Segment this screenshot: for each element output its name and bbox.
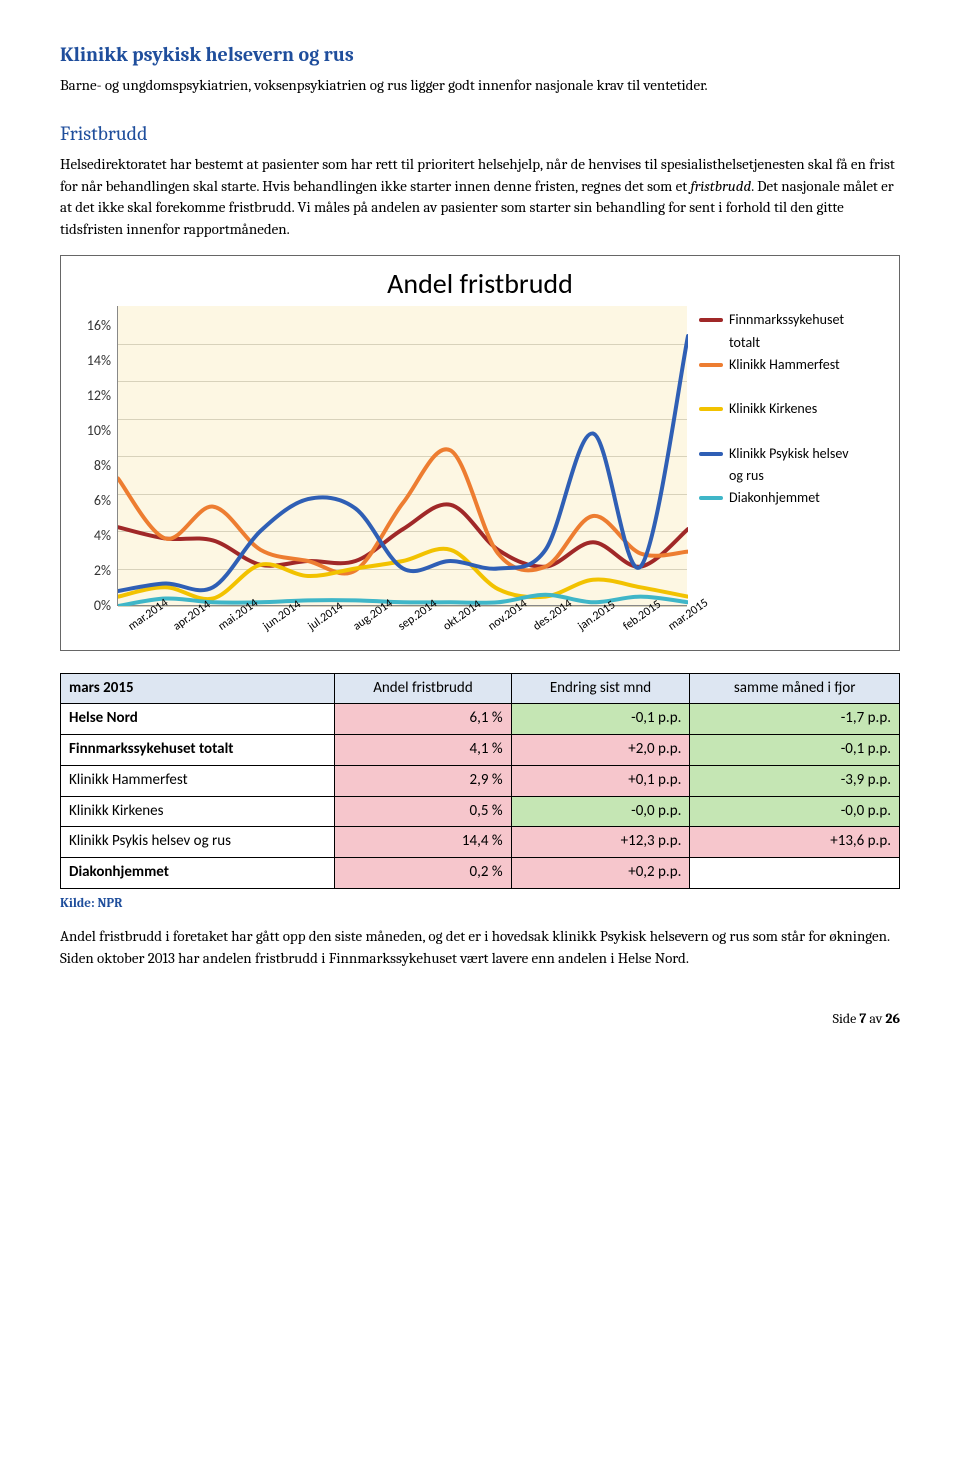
- chart-svg: [118, 306, 688, 606]
- legend-item: Klinikk Psykisk helsev: [699, 444, 867, 464]
- table-cell-label: Klinikk Psykis helsev og rus: [61, 827, 335, 858]
- legend-swatch: [699, 496, 723, 500]
- legend-item: Klinikk Kirkenes: [699, 399, 867, 419]
- legend-item: Finnmarkssykehuset: [699, 310, 867, 330]
- table-row: Klinikk Hammerfest2,9 %+0,1 p.p.-3,9 p.p…: [61, 765, 900, 796]
- table-cell: 4,1 %: [335, 735, 511, 766]
- y-tick-label: 8%: [94, 456, 111, 476]
- table-row: Finnmarkssykehuset totalt4,1 %+2,0 p.p.-…: [61, 735, 900, 766]
- body-italic: fristbrudd: [690, 177, 751, 195]
- chart-line: [118, 505, 688, 567]
- table-cell: 0,5 %: [335, 796, 511, 827]
- x-axis: mar.2014apr.2014mai.2014jun.2014jul.2014…: [117, 610, 687, 641]
- y-tick-label: 6%: [94, 491, 111, 511]
- chart-container: Andel fristbrudd 16% 14% 12% 10% 8% 6% 4% 2% 0% …: [60, 255, 900, 651]
- table-cell: +12,3 p.p.: [511, 827, 690, 858]
- table-cell-label: Helse Nord: [61, 704, 335, 735]
- table-cell-label: Finnmarkssykehuset totalt: [61, 735, 335, 766]
- y-tick-label: 0%: [94, 596, 111, 616]
- legend-swatch: [699, 363, 723, 367]
- legend-item: Diakonhjemmet: [699, 488, 867, 508]
- y-tick-label: 12%: [87, 386, 111, 406]
- chart-line: [118, 336, 688, 591]
- table-row: Klinikk Kirkenes0,5 %-0,0 p.p.-0,0 p.p.: [61, 796, 900, 827]
- table-cell: 14,4 %: [335, 827, 511, 858]
- table-cell: -3,9 p.p.: [690, 765, 900, 796]
- table-cell: 2,9 %: [335, 765, 511, 796]
- section-title: Klinikk psykisk helsevern og rus: [60, 40, 900, 69]
- table-cell: +13,6 p.p.: [690, 827, 900, 858]
- chart-title: Andel fristbrudd: [75, 264, 885, 305]
- table-cell: -0,1 p.p.: [690, 735, 900, 766]
- table-row: Klinikk Psykis helsev og rus14,4 %+12,3 …: [61, 827, 900, 858]
- table-cell-label: Klinikk Hammerfest: [61, 765, 335, 796]
- chart-line: [118, 450, 688, 574]
- table-cell: -0,0 p.p.: [690, 796, 900, 827]
- legend-swatch: [699, 407, 723, 411]
- table-row: Diakonhjemmet0,2 %+0,2 p.p.: [61, 858, 900, 889]
- page-number: Side 7 av 26: [60, 1009, 900, 1029]
- legend-swatch: [699, 452, 723, 456]
- y-tick-label: 14%: [87, 351, 111, 371]
- table-cell-label: Klinikk Kirkenes: [61, 796, 335, 827]
- table-cell: [690, 858, 900, 889]
- chart-plot: [117, 306, 687, 606]
- legend-swatch: [699, 318, 723, 322]
- table-cell: 6,1 %: [335, 704, 511, 735]
- plot-area: 16% 14% 12% 10% 8% 6% 4% 2% 0% mar.2014apr.2014m…: [75, 306, 687, 641]
- data-table: mars 2015 Andel fristbrudd Endring sist …: [60, 673, 900, 889]
- table-cell: -0,0 p.p.: [511, 796, 690, 827]
- y-axis: 16%14%12%10%8%6%4%2%0%: [75, 306, 117, 606]
- y-tick-label: 10%: [87, 421, 111, 441]
- table-header: Andel fristbrudd: [335, 673, 511, 704]
- table-cell: -1,7 p.p.: [690, 704, 900, 735]
- y-tick-label: 2%: [94, 561, 111, 581]
- footer-paragraph: Andel fristbrudd i foretaket har gått op…: [60, 926, 900, 970]
- source-label: Kilde: NPR: [60, 895, 900, 914]
- body-paragraph: Helsedirektoratet har bestemt at pasient…: [60, 154, 900, 241]
- table-cell-label: Diakonhjemmet: [61, 858, 335, 889]
- y-tick-label: 4%: [94, 526, 111, 546]
- table-cell: -0,1 p.p.: [511, 704, 690, 735]
- table-cell: +2,0 p.p.: [511, 735, 690, 766]
- intro-paragraph: Barne- og ungdomspsykiatrien, voksenpsyk…: [60, 75, 900, 97]
- legend-item: Klinikk Hammerfest: [699, 355, 867, 375]
- table-header: samme måned i fjor: [690, 673, 900, 704]
- y-tick-label: 16%: [87, 316, 111, 336]
- chart-legend: FinnmarkssykehusettotaltKlinikk Hammerfe…: [687, 306, 867, 641]
- table-cell: 0,2 %: [335, 858, 511, 889]
- table-row: Helse Nord6,1 %-0,1 p.p.-1,7 p.p.: [61, 704, 900, 735]
- subsection-title: Fristbrudd: [60, 119, 900, 148]
- table-header: Endring sist mnd: [511, 673, 690, 704]
- table-header-row: mars 2015 Andel fristbrudd Endring sist …: [61, 673, 900, 704]
- table-cell: +0,2 p.p.: [511, 858, 690, 889]
- table-header: mars 2015: [61, 673, 335, 704]
- table-cell: +0,1 p.p.: [511, 765, 690, 796]
